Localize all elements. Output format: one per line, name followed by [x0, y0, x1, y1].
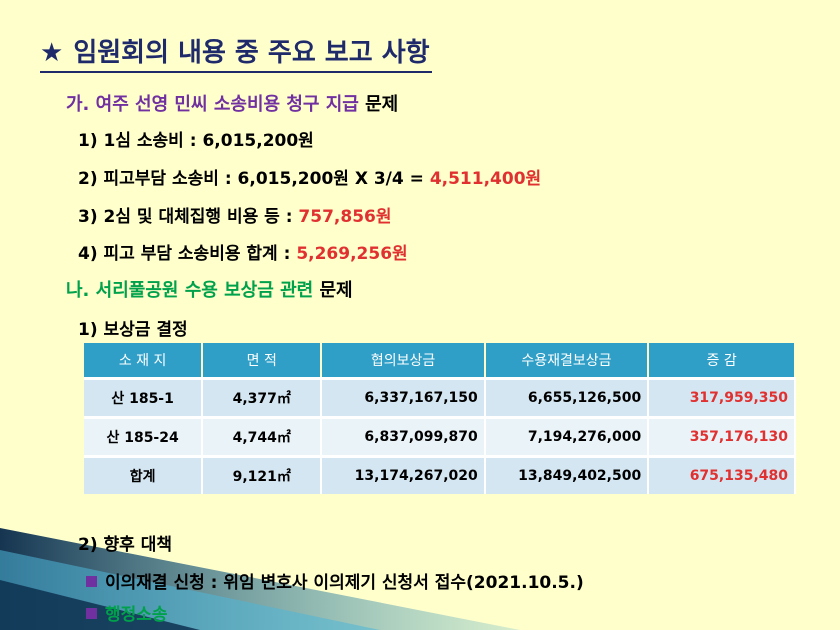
square-bullet-icon — [86, 608, 97, 619]
list-item-appeal-cost: 3) 2심 및 대체집행 비용 등 : 757,856원 — [78, 202, 392, 227]
item-value: 4,511,400원 — [429, 169, 542, 189]
list-item-compensation-decision: 1) 보상금 결정 — [78, 320, 188, 340]
bullet-text: 행정소송 — [105, 605, 168, 625]
bullet-admin-suit: 행정소송 — [86, 600, 168, 625]
column-header-negotiated: 협의보상금 — [321, 343, 486, 379]
cell-negotiated: 13,174,267,020 — [321, 455, 486, 494]
cell-negotiated: 6,837,099,870 — [321, 416, 486, 457]
bullet-appeal: 이의재결 신청 : 위임 변호사 이의제기 신청서 접수(2021.10.5.) — [86, 568, 584, 593]
cell-location: 합계 — [84, 455, 204, 494]
section-ga-heading: 가. 여주 선영 민씨 소송비용 청구 지급 — [66, 94, 359, 115]
column-header-difference: 증 감 — [648, 343, 796, 379]
list-item-defendant-cost: 2) 피고부담 소송비 : 6,015,200원 X 3/4 = 4,511,4… — [78, 164, 541, 189]
cell-expropriation: 13,849,402,500 — [484, 455, 650, 494]
star-icon: ★ — [40, 38, 64, 68]
list-item-court-cost-1: 1) 1심 소송비 : 6,015,200원 — [78, 126, 314, 151]
item-label: 3) 2심 및 대체집행 비용 등 : — [78, 207, 299, 227]
column-header-location: 소 재 지 — [84, 343, 204, 379]
section-ga: 가. 여주 선영 민씨 소송비용 청구 지급 문제 — [66, 90, 398, 116]
table-row-total: 합계 9,121㎡ 13,174,267,020 13,849,402,500 … — [84, 455, 796, 494]
table-row: 산 185-1 4,377㎡ 6,337,167,150 6,655,126,5… — [84, 377, 796, 418]
cell-difference: 357,176,130 — [648, 416, 796, 457]
cell-area: 4,744㎡ — [202, 416, 323, 457]
column-header-expropriation: 수용재결보상금 — [484, 343, 650, 379]
cell-area: 4,377㎡ — [202, 377, 323, 418]
table-header-row: 소 재 지 면 적 협의보상금 수용재결보상금 증 감 — [84, 343, 796, 379]
list-item-future-plan: 2) 향후 대책 — [78, 535, 172, 555]
item-label: 2) 피고부담 소송비 : 6,015,200원 X 3/4 = — [78, 169, 430, 189]
slide-title-text: 임원회의 내용 중 주요 보고 사항 — [73, 38, 430, 68]
section-ga-tail: 문제 — [365, 94, 399, 115]
section-na-heading: 나. 서리풀공원 수용 보상금 관련 — [66, 280, 314, 301]
compensation-table: 소 재 지 면 적 협의보상금 수용재결보상금 증 감 산 185-1 4,37… — [84, 343, 796, 494]
cell-expropriation: 7,194,276,000 — [484, 416, 650, 457]
item-label: 4) 피고 부담 소송비용 합계 : — [78, 244, 297, 264]
bullet-text: 이의재결 신청 : 위임 변호사 이의제기 신청서 접수(2021.10.5.) — [105, 573, 584, 593]
table-row: 산 185-24 4,744㎡ 6,837,099,870 7,194,276,… — [84, 416, 796, 457]
item-value: 757,856원 — [298, 207, 392, 227]
item-value: 5,269,256원 — [296, 244, 408, 264]
cell-expropriation: 6,655,126,500 — [484, 377, 650, 418]
section-na-tail: 문제 — [319, 280, 353, 301]
square-bullet-icon — [86, 576, 97, 587]
cell-area: 9,121㎡ — [202, 455, 323, 494]
cell-difference: 675,135,480 — [648, 455, 796, 494]
cell-location: 산 185-1 — [84, 377, 204, 418]
list-item-total-cost: 4) 피고 부담 소송비용 합계 : 5,269,256원 — [78, 239, 408, 264]
cell-difference: 317,959,350 — [648, 377, 796, 418]
cell-location: 산 185-24 — [84, 416, 204, 457]
column-header-area: 면 적 — [202, 343, 323, 379]
item-label: 1) 1심 소송비 : 6,015,200원 — [78, 131, 314, 151]
slide-title: ★ 임원회의 내용 중 주요 보고 사항 — [40, 35, 432, 73]
cell-negotiated: 6,337,167,150 — [321, 377, 486, 418]
section-na: 나. 서리풀공원 수용 보상금 관련 문제 — [66, 276, 353, 302]
